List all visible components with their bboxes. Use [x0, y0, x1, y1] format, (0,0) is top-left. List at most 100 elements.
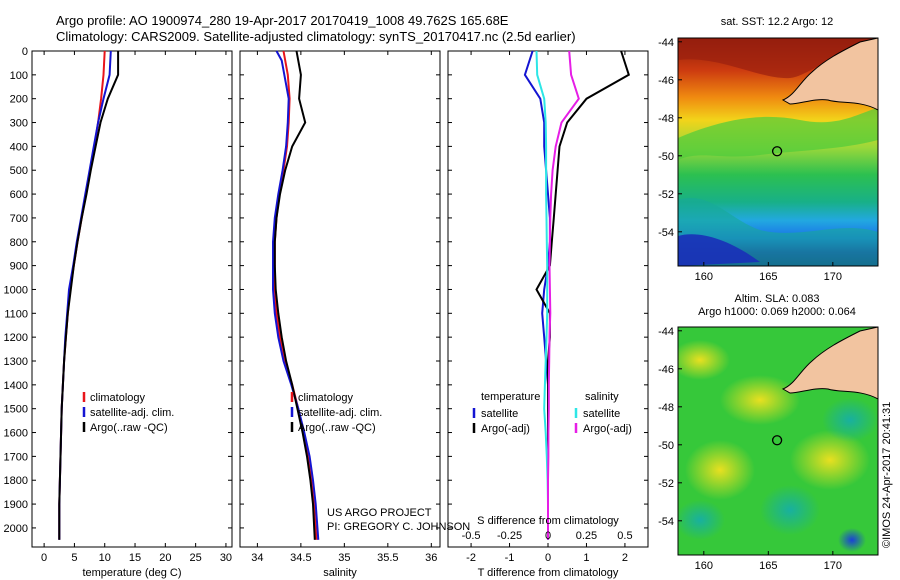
s-diff-xlabel: S difference from climatology [477, 515, 619, 527]
diff-legend-temperature-title: temperature [481, 391, 540, 403]
diff-legend-label: satellite [583, 408, 620, 420]
sla_map-lat-tick: -48 [658, 402, 674, 414]
salinity-panel [239, 50, 441, 548]
depth-tick-label: 900 [10, 261, 28, 273]
sla_map-lat-tick: -50 [658, 440, 674, 452]
depth-tick-label: 1900 [4, 499, 28, 511]
temperature-series-1 [58, 50, 112, 540]
salinity-xlabel: salinity [323, 567, 357, 579]
s-diff-tick-label: -0.25 [497, 530, 522, 542]
depth-tick-label: 100 [10, 70, 28, 82]
depth-tick-label: 1200 [4, 332, 28, 344]
sla-map [678, 327, 878, 555]
depth-tick-label: 500 [10, 165, 28, 177]
temperature-tick-label: 0 [41, 552, 47, 564]
depth-tick-label: 1000 [4, 284, 28, 296]
depth-tick-label: 0 [22, 46, 28, 58]
difference-tick-label: -2 [466, 552, 476, 564]
difference-series-2 [535, 50, 549, 540]
depth-tick-label: 1700 [4, 451, 28, 463]
sla-map-frame [677, 326, 879, 556]
depth-tick-label: 200 [10, 94, 28, 106]
temperature-tick-label: 15 [129, 552, 141, 564]
salinity-tick-label: 35.5 [377, 552, 398, 564]
difference-tick-label: 0 [545, 552, 551, 564]
s-diff-tick-label: 0 [545, 530, 551, 542]
s-diff-tick-label: 0.25 [576, 530, 597, 542]
sst-map [678, 38, 878, 266]
temperature-plot: 0 5 10 15 20 25 30 climatology satellite-adj. cl… [41, 50, 232, 564]
sst_map-lon-tick: 170 [824, 271, 842, 283]
sst_map-lon-tick: 160 [695, 271, 713, 283]
s-diff-tick-label: 0.5 [617, 530, 632, 542]
sla_map-lat-tick: -54 [658, 516, 674, 528]
sst_map-lat-tick: -54 [658, 227, 674, 239]
temperature-legend-label: satellite-adj. clim. [90, 407, 174, 419]
diff-legend-label: Argo(-adj) [583, 423, 632, 435]
sla-map-subtitle: Argo h1000: 0.069 h2000: 0.064 [698, 306, 856, 318]
s-diff-tick-label: -0.5 [462, 530, 481, 542]
depth-tick-label: 400 [10, 141, 28, 153]
sla_map-lat-tick: -52 [658, 478, 674, 490]
salinity-legend-label: climatology [298, 392, 354, 404]
sst_map-lat-tick: -48 [658, 113, 674, 125]
sst_map-lon-tick: 165 [759, 271, 777, 283]
salinity-tick-label: 34 [251, 552, 263, 564]
salinity-series-2 [273, 50, 316, 540]
difference-series-3 [547, 50, 580, 540]
salinity-legend-label: Argo(..raw -QC) [298, 422, 376, 434]
sla-float-marker [771, 435, 783, 446]
temperature-tick-label: 5 [71, 552, 77, 564]
sla_map-lon-tick: 170 [824, 560, 842, 572]
diff-legend-label: Argo(-adj) [481, 423, 530, 435]
depth-tick-label: 700 [10, 213, 28, 225]
temperature-tick-label: 10 [99, 552, 111, 564]
temperature-series-2 [58, 51, 120, 540]
salinity-legend-label: satellite-adj. clim. [298, 407, 382, 419]
sst-map-axes: 160 165 170 -44 -46 -48 -50 -52 -54 [658, 37, 842, 283]
temperature-panel [31, 50, 233, 548]
depth-axis: 0 100 200 300 400 500 600 700 800 900 1000 1100 1200… [4, 46, 648, 535]
depth-tick-label: 1300 [4, 356, 28, 368]
difference-tick-label: 1 [583, 552, 589, 564]
sst_map-lat-tick: -52 [658, 189, 674, 201]
sla-map-axes: 160 165 170 -44 -46 -48 -50 -52 -54 [658, 326, 842, 572]
sst-map-frame [677, 37, 879, 267]
temperature-tick-label: 20 [159, 552, 171, 564]
depth-tick-label: 1500 [4, 404, 28, 416]
figure-title: Argo profile: AO 1900974_280 19-Apr-2017… [56, 13, 509, 28]
sla_map-lon-tick: 165 [759, 560, 777, 572]
sla_map-lat-tick: -44 [658, 326, 674, 338]
figure-subtitle: Climatology: CARS2009. Satellite-adjuste… [56, 29, 576, 44]
diff-legend-salinity-title: salinity [585, 391, 619, 403]
sla_map-lon-tick: 160 [695, 560, 713, 572]
depth-tick-label: 2000 [4, 523, 28, 535]
sla-map-title: Altim. SLA: 0.083 [735, 293, 820, 305]
sst-float-marker [771, 146, 783, 157]
salinity-series-1 [272, 50, 320, 540]
salinity-tick-label: 36 [425, 552, 437, 564]
depth-tick-label: 1400 [4, 380, 28, 392]
temperature-tick-label: 30 [220, 552, 232, 564]
depth-tick-label: 1600 [4, 428, 28, 440]
difference-plot: -2 -1 0 1 2 -0.5 -0.25 0 0.25 0.5 temperature salin… [462, 50, 633, 564]
pi-credit: PI: GREGORY C. JOHNSON [327, 521, 470, 533]
diff-legend-label: satellite [481, 408, 518, 420]
depth-tick-label: 600 [10, 189, 28, 201]
sst_map-lat-tick: -50 [658, 151, 674, 163]
depth-tick-label: 1100 [4, 308, 28, 320]
temperature-tick-label: 25 [190, 552, 202, 564]
t-diff-xlabel: T difference from climatology [478, 567, 619, 579]
sst-map-title: sat. SST: 12.2 Argo: 12 [721, 16, 834, 28]
salinity-plot: 34 34.5 35 35.5 36 climatology satellite-adj. … [251, 50, 437, 564]
sst_map-lat-tick: -44 [658, 37, 674, 49]
depth-tick-label: 1800 [4, 475, 28, 487]
project-credit: US ARGO PROJECT [327, 507, 432, 519]
salinity-tick-label: 34.5 [290, 552, 311, 564]
salinity-tick-label: 35 [338, 552, 350, 564]
temperature-xlabel: temperature (deg C) [82, 567, 181, 579]
sla_map-lat-tick: -46 [658, 364, 674, 376]
depth-tick-label: 800 [10, 237, 28, 249]
depth-tick-label: 300 [10, 118, 28, 130]
